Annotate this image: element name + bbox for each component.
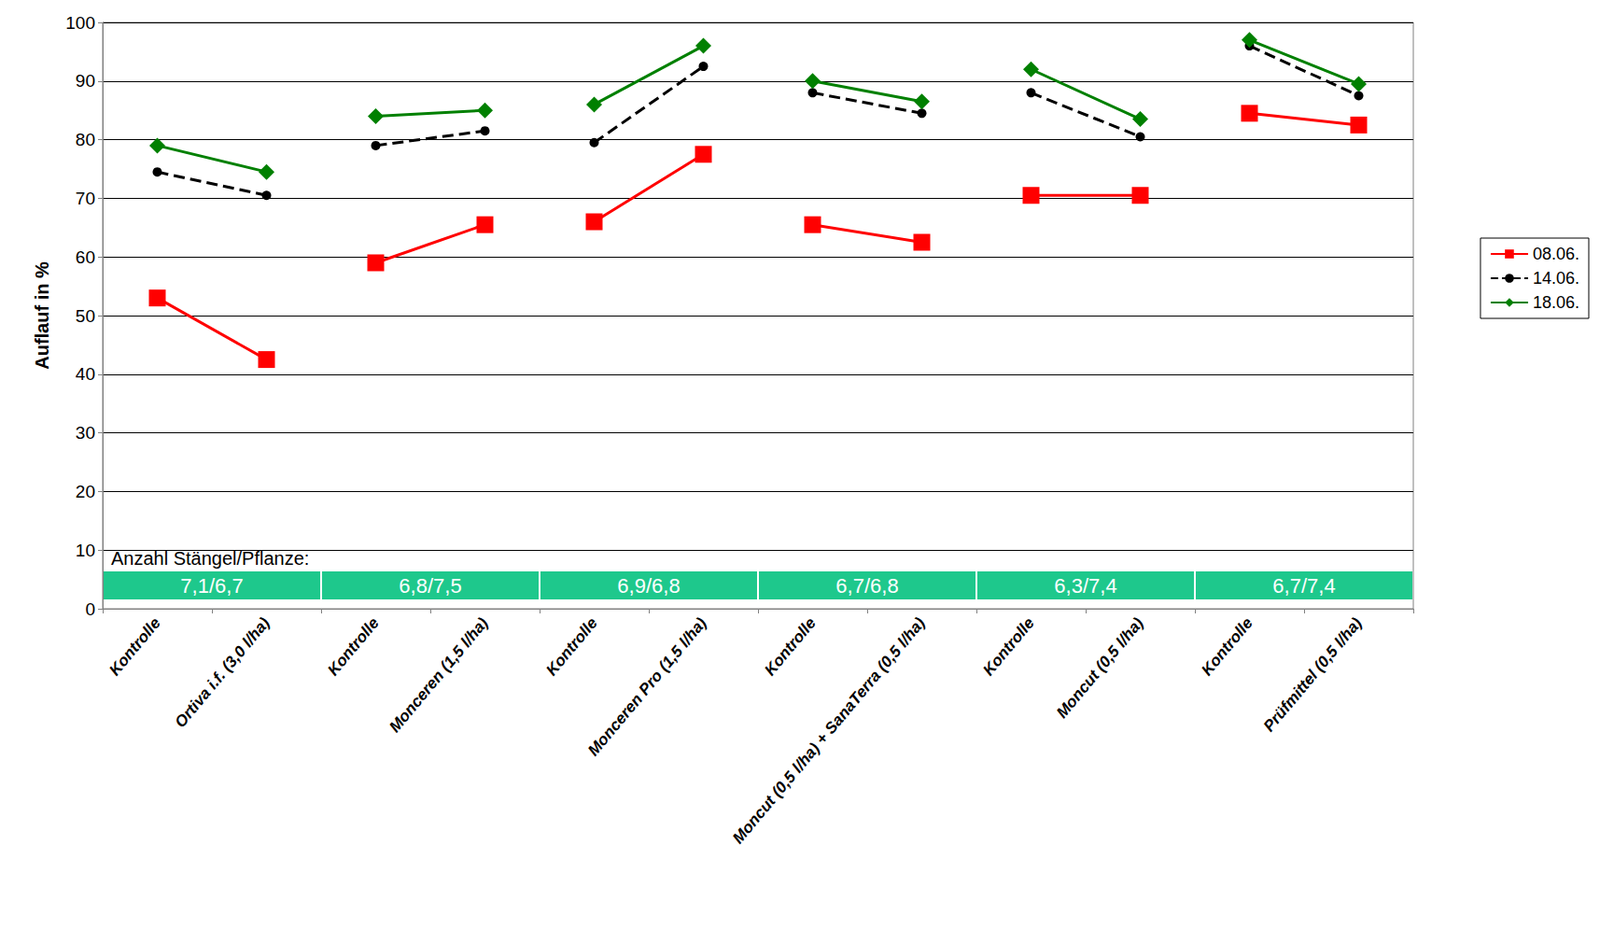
svg-text:0: 0: [84, 599, 96, 619]
svg-text:6,7/6,8: 6,7/6,8: [835, 574, 899, 598]
svg-text:20: 20: [75, 481, 96, 502]
svg-text:Ortiva i.f. (3,0 l/ha): Ortiva i.f. (3,0 l/ha): [170, 614, 274, 731]
svg-text:100: 100: [65, 13, 96, 33]
svg-text:Moncut (0,5 l/ha): Moncut (0,5 l/ha): [1052, 614, 1148, 722]
svg-text:70: 70: [75, 188, 96, 209]
svg-text:30: 30: [75, 422, 96, 443]
svg-text:40: 40: [75, 364, 96, 384]
svg-text:Kontrolle: Kontrolle: [1197, 614, 1257, 679]
svg-text:Kontrolle: Kontrolle: [323, 614, 383, 679]
svg-text:90: 90: [75, 70, 96, 91]
svg-text:Kontrolle: Kontrolle: [760, 614, 820, 679]
svg-text:6,7/7,4: 6,7/7,4: [1272, 574, 1335, 598]
svg-text:50: 50: [75, 306, 96, 326]
svg-text:08.06.: 08.06.: [1532, 244, 1580, 264]
svg-text:Prüfmittel (0,5 l/ha): Prüfmittel (0,5 l/ha): [1260, 614, 1366, 736]
svg-text:Kontrolle: Kontrolle: [542, 614, 602, 679]
svg-text:Moncut (0,5 l/ha) + SanaTerra: Moncut (0,5 l/ha) + SanaTerra (0,5 l/ha): [729, 614, 929, 848]
svg-text:18.06.: 18.06.: [1532, 293, 1580, 312]
svg-text:Anzahl Stängel/Pflanze:: Anzahl Stängel/Pflanze:: [111, 547, 309, 569]
svg-text:6,3/7,4: 6,3/7,4: [1053, 574, 1117, 598]
svg-text:6,9/6,8: 6,9/6,8: [617, 574, 680, 598]
svg-text:60: 60: [75, 247, 96, 267]
svg-text:Kontrolle: Kontrolle: [105, 614, 165, 679]
svg-text:Monceren Pro (1,5 l/ha): Monceren Pro (1,5 l/ha): [584, 614, 711, 760]
svg-text:Kontrolle: Kontrolle: [979, 614, 1039, 679]
svg-text:7,1/6,7: 7,1/6,7: [180, 574, 243, 598]
svg-text:Auflauf in %: Auflauf in %: [31, 261, 53, 370]
svg-text:14.06.: 14.06.: [1532, 268, 1580, 288]
svg-text:80: 80: [75, 129, 96, 150]
svg-text:Monceren (1,5 l/ha): Monceren (1,5 l/ha): [385, 614, 492, 736]
svg-text:6,8/7,5: 6,8/7,5: [398, 574, 462, 598]
svg-text:10: 10: [75, 540, 96, 561]
